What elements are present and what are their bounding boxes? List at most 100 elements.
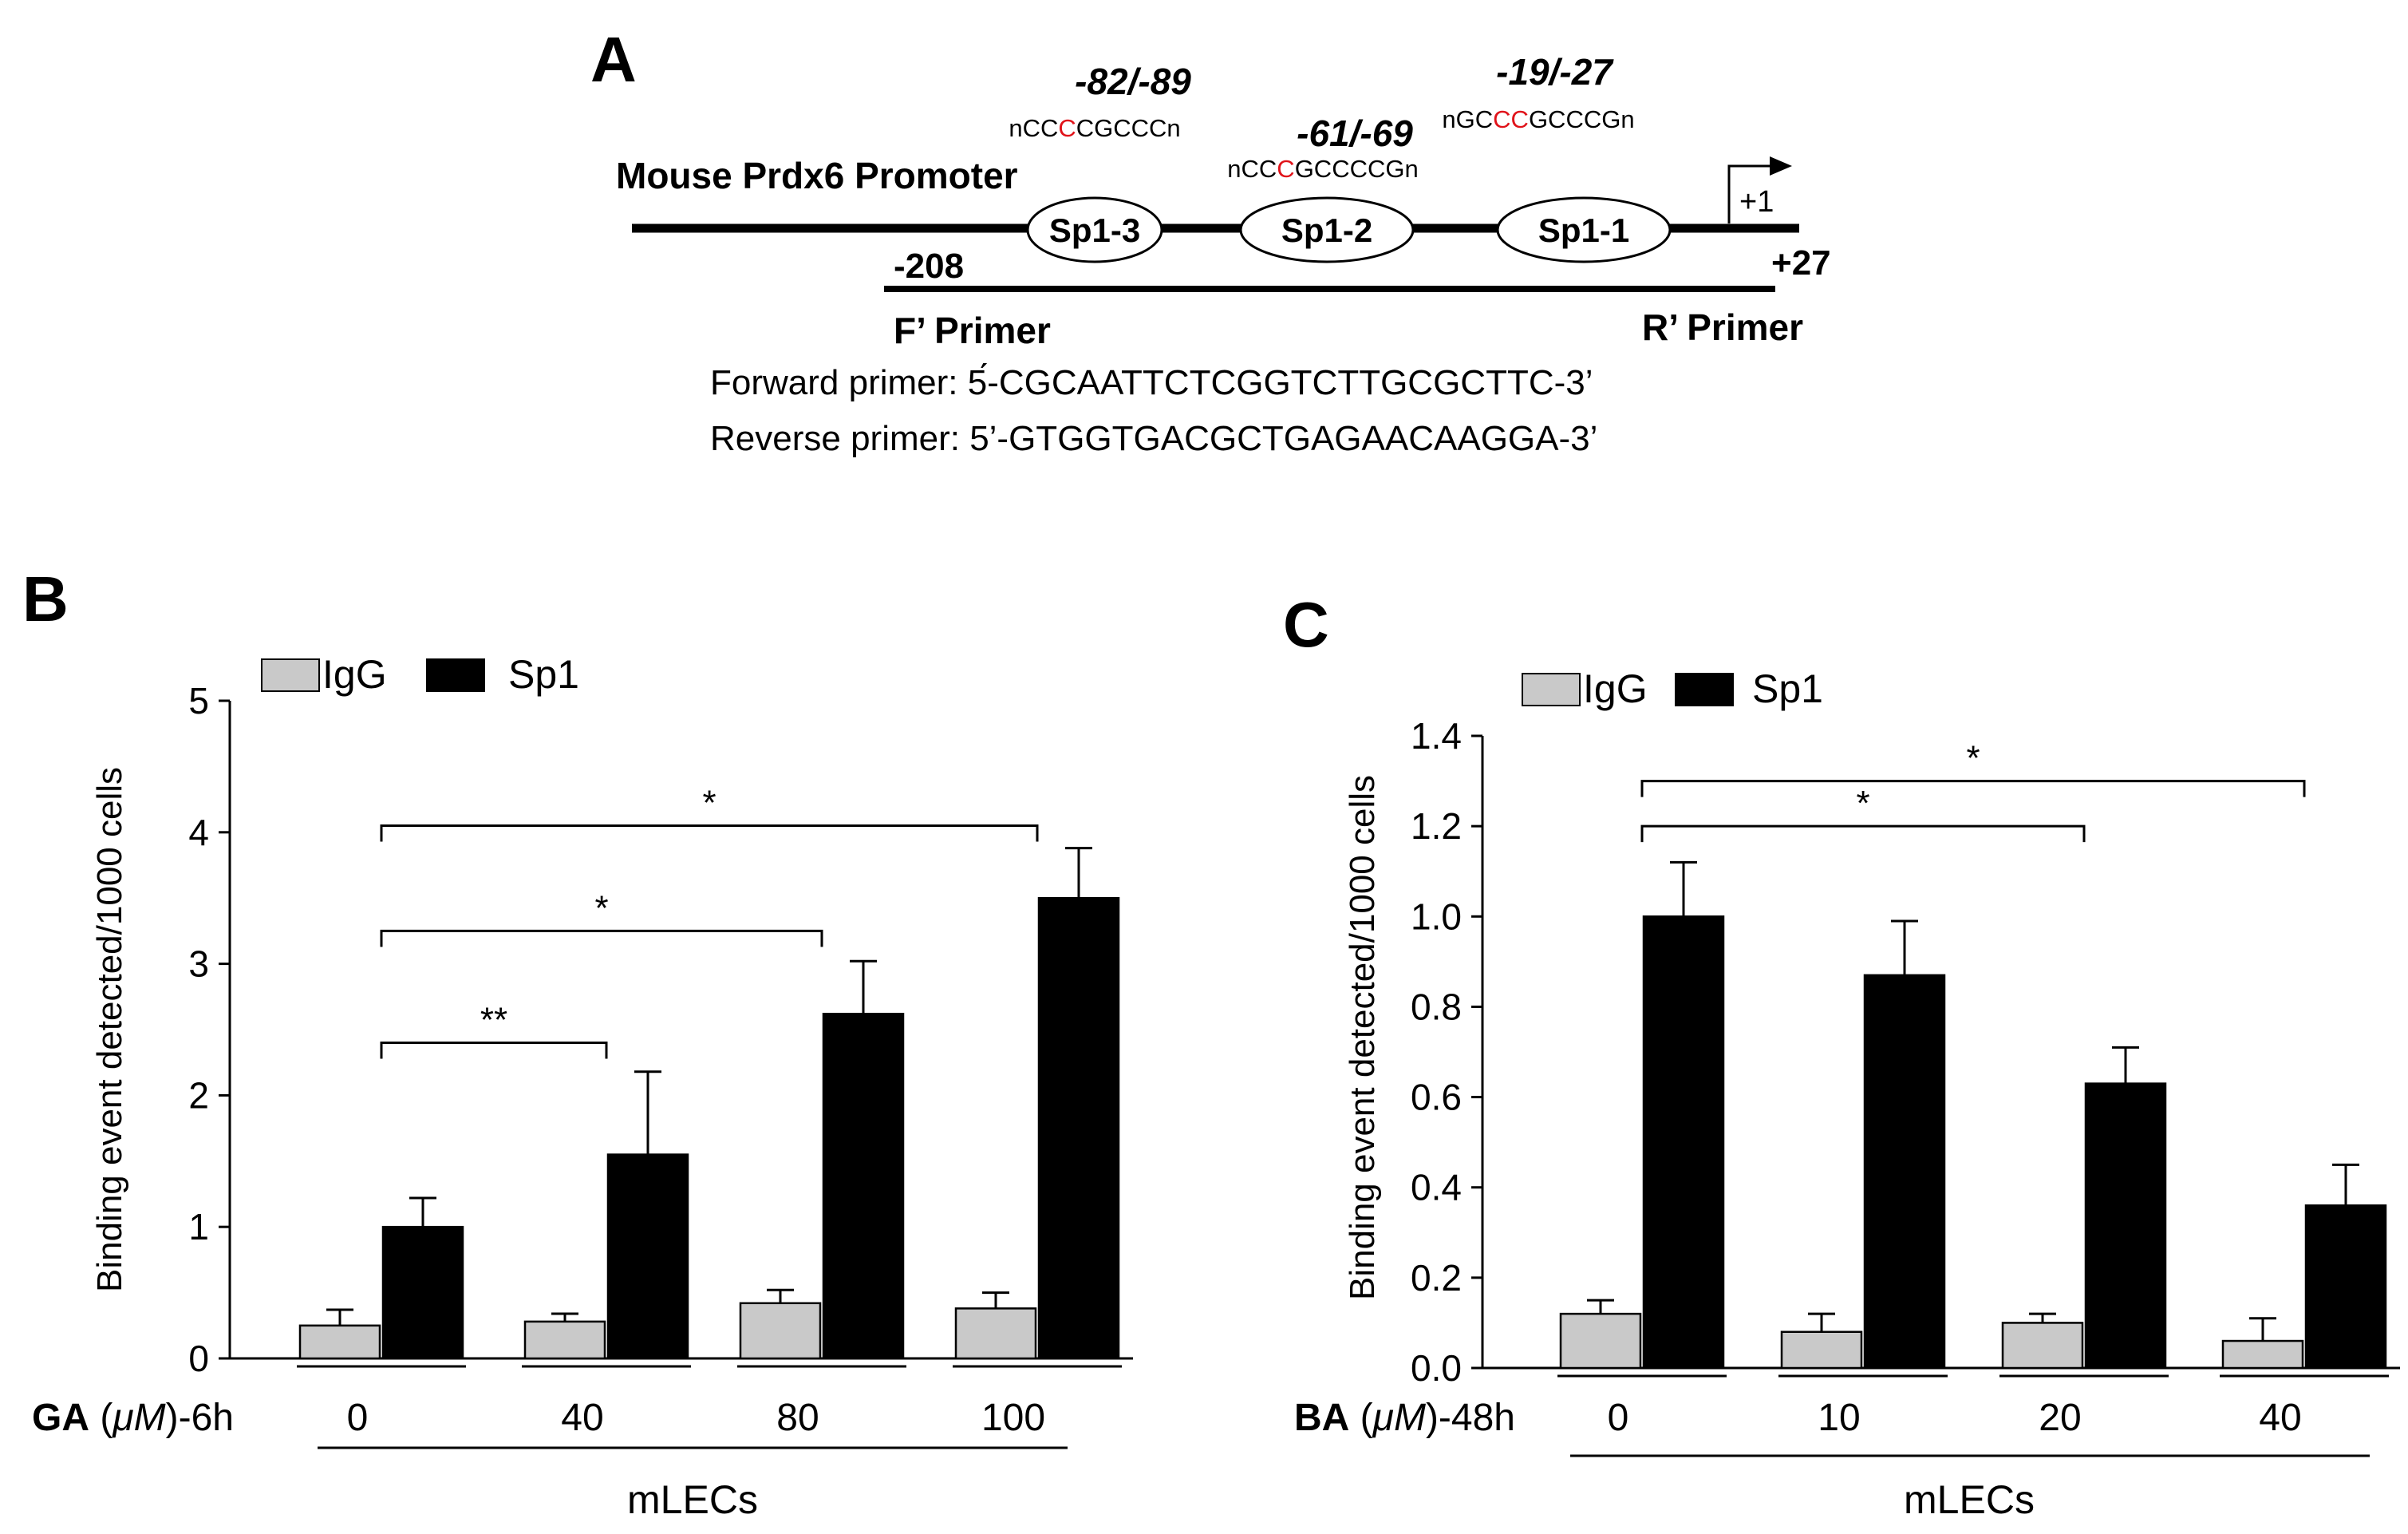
promoter-label: Mouse Prdx6 Promoter bbox=[616, 155, 1018, 196]
y-tick-label: 1.4 bbox=[1411, 715, 1462, 757]
y-tick-label: 2 bbox=[188, 1074, 209, 1116]
treatment-open-paren: ( bbox=[89, 1397, 113, 1439]
x-category-label: 40 bbox=[561, 1397, 603, 1439]
significance-bracket bbox=[380, 824, 1039, 842]
y-tick-label: 1.0 bbox=[1411, 895, 1462, 937]
y-tick-label: 0 bbox=[188, 1338, 209, 1379]
r-primer-label: R’ Primer bbox=[1642, 306, 1803, 348]
treatment-name: GA bbox=[32, 1397, 89, 1439]
start-coordinate: -208 bbox=[894, 247, 964, 286]
igg-bar bbox=[954, 1307, 1037, 1360]
reverse-primer-sequence: Reverse primer: 5’-GTGGTGACGCTGAGAACAAGG… bbox=[710, 419, 1597, 458]
site-2-seq-highlight: C bbox=[1277, 155, 1294, 183]
x-category-label: 100 bbox=[981, 1397, 1045, 1439]
plot-c: 0.0 0.2 0.4 0.6 0.8 1.0 1.2 1.4 0 10 20 40 * * bbox=[1411, 715, 2400, 1439]
sp1-2-site bbox=[1239, 196, 1415, 263]
site-2-seq-pre: nCC bbox=[1227, 155, 1277, 183]
legend-sp1-swatch bbox=[426, 658, 485, 692]
treatment-time: -6h bbox=[179, 1397, 234, 1439]
sp1-3-site bbox=[1026, 196, 1163, 263]
legend-sp1-label: Sp1 bbox=[508, 652, 579, 697]
end-coordinate: +27 bbox=[1771, 243, 1831, 283]
x-category-label: 0 bbox=[347, 1397, 369, 1439]
y-tick-label: 1 bbox=[188, 1206, 209, 1247]
sp1-bar bbox=[381, 1225, 464, 1360]
y-tick-label: 0.4 bbox=[1411, 1167, 1462, 1208]
panel-a: A Mouse Prdx6 Promoter -82/-89 nCCCCGCCC… bbox=[590, 24, 1831, 458]
x-category-label: 20 bbox=[2039, 1397, 2081, 1439]
y-tick-label: 0.0 bbox=[1411, 1347, 1462, 1389]
significance-label: * bbox=[1856, 784, 1869, 823]
legend-igg-swatch bbox=[261, 658, 320, 692]
site-1-seq-pre: nGC bbox=[1442, 105, 1493, 133]
y-tick-label: 1.2 bbox=[1411, 805, 1462, 847]
sp1-bar bbox=[1863, 974, 1946, 1370]
y-tick-label: 4 bbox=[188, 812, 209, 853]
group-label: mLECs bbox=[1904, 1477, 2035, 1522]
significance-bracket bbox=[1640, 780, 2306, 797]
site-2-sequence: nCCCGCCCCGn bbox=[1227, 155, 1418, 183]
panel-c: C IgG Sp1 Binding event detected/1000 ce… bbox=[1283, 589, 2400, 1522]
igg-bar bbox=[739, 1302, 822, 1360]
treatment-label: BA (μM)-48h bbox=[1294, 1397, 1515, 1439]
sp1-bar bbox=[2084, 1082, 2167, 1370]
panel-c-letter: C bbox=[1283, 589, 1329, 660]
sp1-2-label: Sp1-2 bbox=[1281, 212, 1372, 249]
treatment-unit: μM bbox=[111, 1397, 165, 1439]
treatment-unit: μM bbox=[1372, 1397, 1426, 1439]
site-3-position: -82/-89 bbox=[1075, 61, 1191, 102]
sp1-bar bbox=[822, 1012, 905, 1360]
y-tick-label: 3 bbox=[188, 943, 209, 985]
group-label: mLECs bbox=[627, 1477, 758, 1522]
treatment-close-paren: ) bbox=[166, 1397, 179, 1439]
x-category-label: 40 bbox=[2259, 1397, 2301, 1439]
legend-sp1-swatch bbox=[1675, 673, 1734, 706]
igg-bar bbox=[1559, 1312, 1642, 1370]
treatment-close-paren: ) bbox=[1426, 1397, 1439, 1439]
treatment-time: -48h bbox=[1439, 1397, 1515, 1439]
forward-primer-sequence: Forward primer: 5́-CGCAATTCTCGGTCTTGCGCT… bbox=[710, 362, 1593, 402]
legend-igg-label: IgG bbox=[1583, 666, 1648, 711]
legend-igg-label: IgG bbox=[322, 652, 387, 697]
sp1-bar bbox=[1037, 896, 1120, 1360]
y-tick-label: 0.2 bbox=[1411, 1257, 1462, 1299]
site-1-seq-highlight: CC bbox=[1493, 105, 1529, 133]
tss-arrowhead-icon bbox=[1770, 156, 1792, 176]
f-primer-label: F’ Primer bbox=[894, 310, 1051, 351]
panel-a-letter: A bbox=[590, 24, 637, 95]
site-3-seq-highlight: C bbox=[1058, 114, 1076, 142]
igg-bar bbox=[1780, 1330, 1863, 1370]
site-3-seq-pre: nCC bbox=[1009, 114, 1058, 142]
site-3-sequence: nCCCCGCCCn bbox=[1009, 114, 1180, 142]
panel-b-letter: B bbox=[22, 563, 69, 635]
sp1-bar bbox=[606, 1153, 689, 1360]
tss-label: +1 bbox=[1739, 185, 1774, 219]
panel-b: B IgG Sp1 Binding event detected/1000 ce… bbox=[22, 563, 1133, 1522]
site-2-position: -61/-69 bbox=[1297, 113, 1413, 154]
y-tick-label: 0.6 bbox=[1411, 1077, 1462, 1118]
site-1-seq-post: GCCCGn bbox=[1529, 105, 1635, 133]
igg-bar bbox=[523, 1320, 606, 1360]
tss-arrow-icon bbox=[1727, 164, 1771, 223]
treatment-open-paren: ( bbox=[1349, 1397, 1372, 1439]
y-tick-label: 5 bbox=[188, 680, 209, 722]
treatment-name: BA bbox=[1294, 1397, 1349, 1439]
x-category-label: 10 bbox=[1818, 1397, 1860, 1439]
significance-label: * bbox=[702, 784, 716, 823]
sp1-1-site bbox=[1496, 196, 1672, 263]
igg-bar bbox=[298, 1324, 381, 1360]
site-1-position: -19/-27 bbox=[1496, 51, 1614, 93]
igg-bar bbox=[2221, 1339, 2304, 1370]
y-axis-title: Binding event detected/1000 cells bbox=[1343, 775, 1382, 1300]
legend-sp1-label: Sp1 bbox=[1752, 666, 1823, 711]
x-category-label: 0 bbox=[1608, 1397, 1629, 1439]
y-axis-title: Binding event detected/1000 cells bbox=[90, 767, 129, 1292]
site-3-seq-post: CGCCCn bbox=[1076, 114, 1181, 142]
x-category-label: 80 bbox=[776, 1397, 819, 1439]
site-1-sequence: nGCCCGCCCGn bbox=[1442, 105, 1634, 133]
significance-label: ** bbox=[480, 1000, 507, 1039]
site-2-seq-post: GCCCCGn bbox=[1295, 155, 1419, 183]
legend-igg-swatch bbox=[1522, 673, 1581, 706]
